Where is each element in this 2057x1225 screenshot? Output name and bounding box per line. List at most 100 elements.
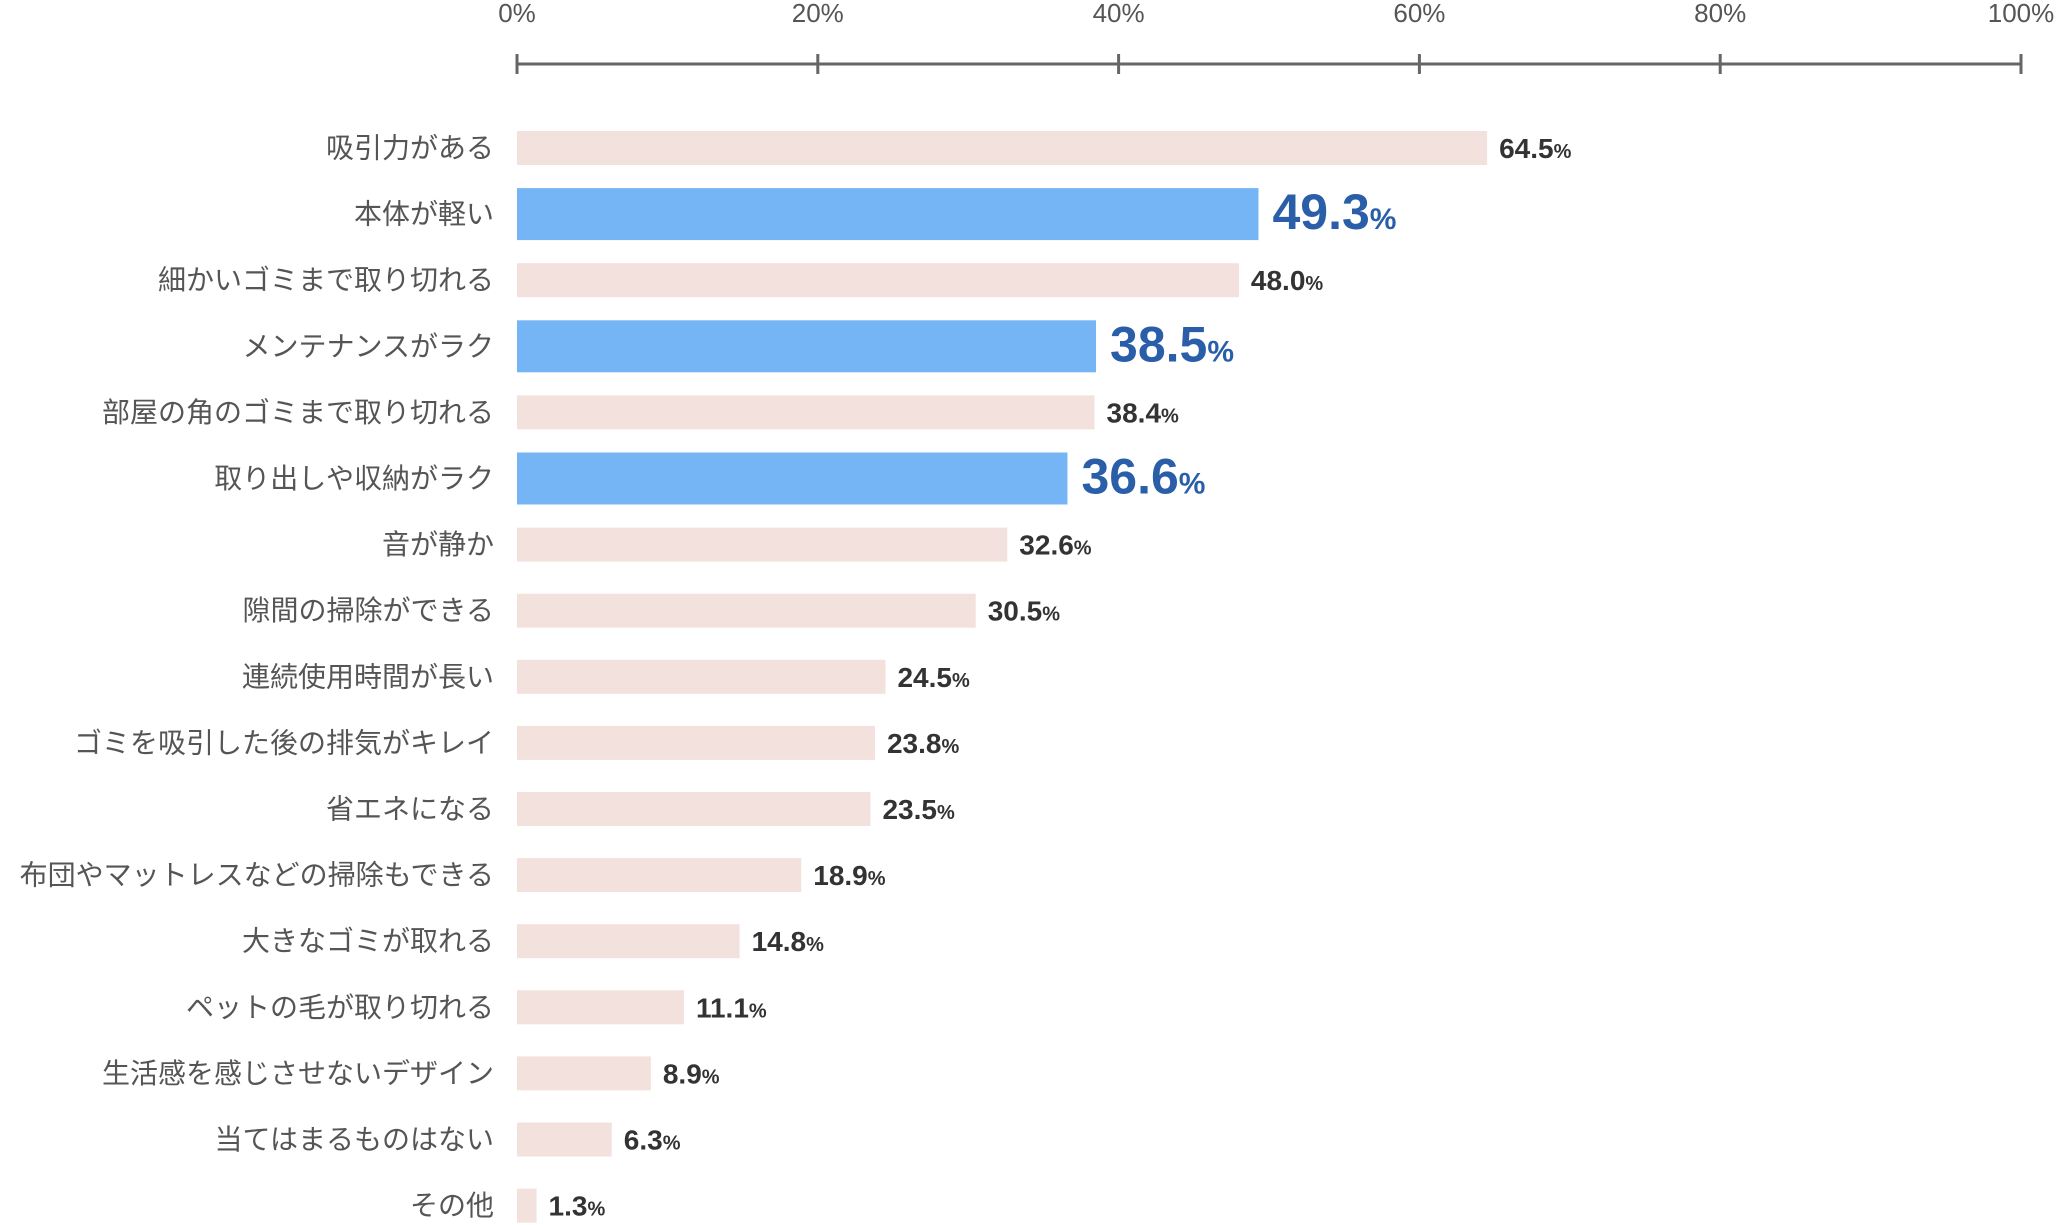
bar-row: 吸引力がある 64.5% xyxy=(326,131,1572,165)
bar xyxy=(517,395,1095,430)
bar-row: 部屋の角のゴミまで取り切れる 38.4% xyxy=(102,395,1180,430)
value-percent-sign: % xyxy=(587,1199,605,1221)
value-percent-sign: % xyxy=(937,802,955,824)
category-label: ゴミを吸引した後の排気がキレイ xyxy=(74,726,494,759)
bar-row: 生活感を感じさせないデザイン 8.9% xyxy=(102,1056,720,1091)
bar xyxy=(517,1056,651,1091)
value-label: 23.8% xyxy=(887,728,960,759)
value-number: 30.5 xyxy=(988,596,1043,627)
category-label: 連続使用時間が長い xyxy=(242,660,494,693)
category-label: 本体が軽い xyxy=(354,198,494,231)
value-percent-sign: % xyxy=(749,1000,767,1022)
bar xyxy=(517,593,976,628)
bar xyxy=(517,924,740,959)
bar-row: その他 1.3% xyxy=(410,1188,605,1223)
value-label: 23.5% xyxy=(882,794,955,825)
value-label: 32.6% xyxy=(1019,530,1091,561)
bar-row: 布団やマットレスなどの掃除もできる 18.9% xyxy=(20,858,886,893)
bar-row: 当てはまるものはない 6.3% xyxy=(215,1122,681,1157)
bar xyxy=(517,131,1488,165)
category-label: 細かいゴミまで取り切れる xyxy=(158,264,494,297)
bar xyxy=(517,1122,612,1157)
value-number: 6.3 xyxy=(624,1125,663,1156)
bar xyxy=(517,263,1239,298)
value-number: 11.1 xyxy=(696,992,749,1023)
x-tick-label: 40% xyxy=(1093,0,1145,28)
bar-row: メンテナンスがラク 38.5% xyxy=(243,316,1234,373)
category-label: 音が静か xyxy=(382,528,494,561)
bar-row: 大きなゴミが取れる 14.8% xyxy=(242,924,825,959)
value-number: 38.5 xyxy=(1110,316,1207,372)
value-label: 24.5% xyxy=(897,662,970,693)
value-percent-sign: % xyxy=(1074,538,1092,560)
bar xyxy=(517,188,1259,241)
value-percent-sign: % xyxy=(702,1066,720,1088)
value-label: 6.3% xyxy=(624,1125,681,1156)
category-label: メンテナンスがラク xyxy=(243,330,494,363)
value-label: 11.1% xyxy=(696,992,767,1023)
category-label: 部屋の角のゴミまで取り切れる xyxy=(102,396,494,429)
value-number: 36.6 xyxy=(1081,449,1178,505)
value-number: 23.5 xyxy=(882,794,937,825)
bar xyxy=(517,320,1097,373)
value-label: 38.5% xyxy=(1110,316,1234,372)
bar-row: ペットの毛が取り切れる 11.1% xyxy=(186,990,767,1025)
bar xyxy=(517,858,802,893)
value-number: 8.9 xyxy=(663,1058,702,1089)
bar xyxy=(517,792,871,826)
value-percent-sign: % xyxy=(1370,203,1397,236)
value-label: 49.3% xyxy=(1272,184,1396,240)
bar-row: 取り出しや収納がラク 36.6% xyxy=(214,449,1205,505)
x-tick-label: 60% xyxy=(1393,0,1445,28)
bar-row: ゴミを吸引した後の排気がキレイ 23.8% xyxy=(74,725,960,760)
category-label: 吸引力がある xyxy=(326,132,494,165)
x-tick-label: 0% xyxy=(498,0,536,28)
value-number: 48.0 xyxy=(1251,265,1306,296)
bars: 吸引力がある 64.5%本体が軽い 49.3%細かいゴミまで取り切れる 48.0%メン… xyxy=(20,131,1572,1223)
value-percent-sign: % xyxy=(1207,335,1234,368)
value-label: 18.9% xyxy=(813,860,886,891)
category-label: 布団やマットレスなどの掃除もできる xyxy=(20,859,494,892)
bar-row: 本体が軽い 49.3% xyxy=(354,184,1396,241)
value-number: 32.6 xyxy=(1019,530,1073,561)
value-number: 24.5 xyxy=(897,662,952,693)
x-tick-label: 100% xyxy=(1988,0,2055,28)
value-label: 8.9% xyxy=(663,1058,720,1089)
value-percent-sign: % xyxy=(1179,468,1206,501)
value-percent-sign: % xyxy=(1161,405,1179,427)
value-percent-sign: % xyxy=(1042,604,1060,626)
bar-row: 隙間の掃除ができる 30.5% xyxy=(243,593,1061,628)
x-tick-label: 80% xyxy=(1694,0,1746,28)
category-label: その他 xyxy=(410,1189,494,1222)
x-axis: 0% 20% 40% 60% 80% 100% xyxy=(498,0,2054,74)
value-number: 49.3 xyxy=(1272,184,1369,240)
bar-row: 細かいゴミまで取り切れる 48.0% xyxy=(158,263,1323,298)
value-label: 64.5% xyxy=(1499,133,1572,164)
value-label: 38.4% xyxy=(1107,397,1180,428)
value-label: 30.5% xyxy=(988,596,1061,627)
bar-row: 連続使用時間が長い 24.5% xyxy=(242,659,970,694)
bar xyxy=(517,990,684,1025)
bar xyxy=(517,1188,537,1223)
value-percent-sign: % xyxy=(952,670,970,692)
value-percent-sign: % xyxy=(941,736,959,758)
value-number: 23.8 xyxy=(887,728,942,759)
value-number: 38.4 xyxy=(1107,397,1162,428)
value-number: 14.8 xyxy=(752,926,807,957)
bar xyxy=(517,452,1068,505)
bar xyxy=(517,527,1008,562)
category-label: 取り出しや収納がラク xyxy=(214,462,494,495)
category-label: ペットの毛が取り切れる xyxy=(186,991,494,1024)
x-tick-label: 20% xyxy=(792,0,844,28)
value-percent-sign: % xyxy=(1554,141,1572,163)
value-percent-sign: % xyxy=(868,868,886,890)
value-percent-sign: % xyxy=(1305,273,1323,295)
bar xyxy=(517,725,875,760)
bar-row: 音が静か 32.6% xyxy=(382,527,1092,562)
value-label: 36.6% xyxy=(1081,449,1205,505)
category-label: 省エネになる xyxy=(326,793,494,826)
value-label: 14.8% xyxy=(752,926,825,957)
category-label: 生活感を感じさせないデザイン xyxy=(102,1057,494,1090)
category-label: 隙間の掃除ができる xyxy=(243,594,494,627)
